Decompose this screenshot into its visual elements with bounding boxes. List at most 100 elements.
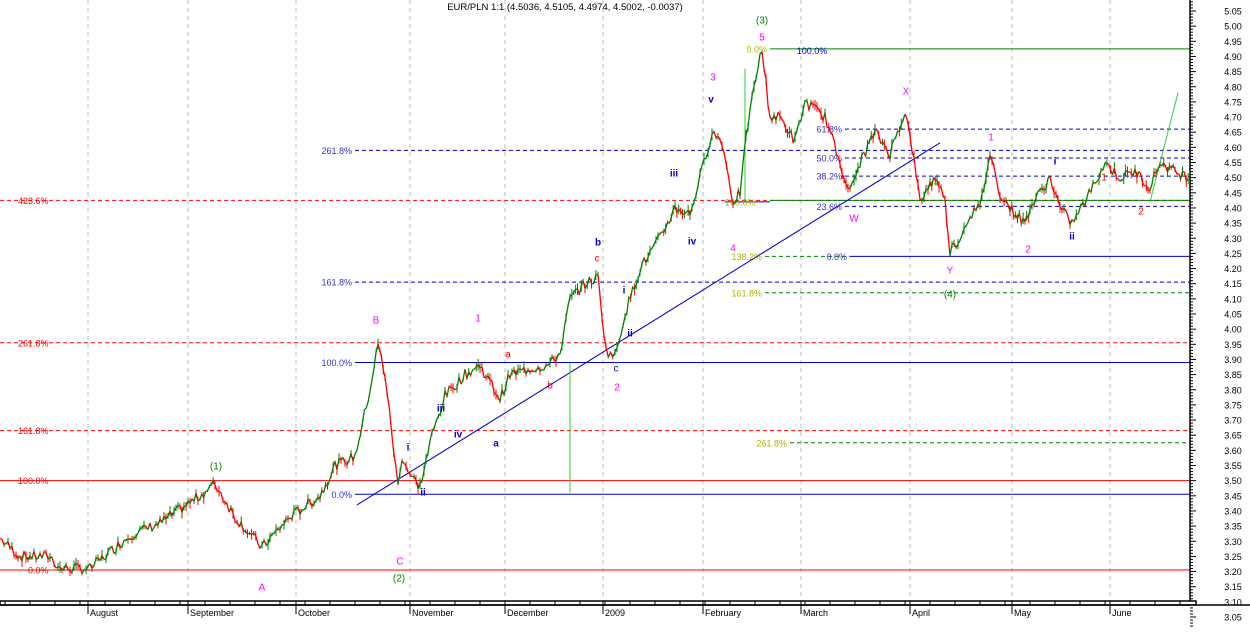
y-tick-label: 4.10 bbox=[1224, 294, 1242, 304]
month-label: September bbox=[190, 608, 234, 618]
fib-level-label: 100.0% bbox=[725, 197, 756, 207]
fib-level-label: 100.0% bbox=[18, 476, 49, 486]
fib-level-label: 0.0% bbox=[826, 252, 847, 262]
y-tick-label: 4.05 bbox=[1224, 310, 1242, 320]
wave-label: iii bbox=[670, 169, 679, 180]
y-tick-label: 4.80 bbox=[1224, 82, 1242, 92]
price-bar-down bbox=[835, 153, 839, 158]
fib-level-label: 161.8% bbox=[321, 278, 352, 288]
wave-label: X bbox=[903, 86, 910, 97]
wave-label: (3) bbox=[756, 16, 768, 27]
fib-level-label: 261.8% bbox=[756, 438, 787, 448]
fib-level-label: 100.0% bbox=[321, 358, 352, 368]
y-tick-label: 4.55 bbox=[1224, 158, 1242, 168]
y-tick-label: 3.95 bbox=[1224, 340, 1242, 350]
price-bar-up bbox=[586, 277, 590, 286]
wave-label: iv bbox=[688, 236, 697, 247]
price-bar-up bbox=[739, 172, 743, 197]
price-bar-up bbox=[121, 540, 125, 547]
y-tick-label: 4.50 bbox=[1224, 173, 1242, 183]
wave-label: iv bbox=[454, 429, 463, 440]
month-label: March bbox=[803, 608, 828, 618]
month-label: May bbox=[1014, 608, 1032, 618]
y-tick-label: 3.45 bbox=[1224, 491, 1242, 501]
price-bar-down bbox=[226, 503, 230, 513]
month-label: April bbox=[912, 608, 930, 618]
price-bar-up bbox=[369, 380, 373, 392]
fib-level-label: 50.0% bbox=[816, 153, 842, 163]
price-bar-down bbox=[1141, 182, 1145, 187]
price-bar-down bbox=[405, 465, 409, 473]
wave-label: 2 bbox=[1025, 244, 1031, 255]
y-tick-label: 4.65 bbox=[1224, 128, 1242, 138]
fib-level-label: 423.6% bbox=[18, 196, 49, 206]
month-label: December bbox=[507, 608, 549, 618]
chart-title: EUR/PLN 1:1 (4.5036, 4.5105, 4.4974, 4.5… bbox=[447, 2, 683, 13]
price-bar-down bbox=[401, 460, 405, 464]
wave-label: C bbox=[396, 556, 403, 567]
wave-label: W bbox=[849, 213, 859, 224]
price-bar-down bbox=[481, 366, 485, 378]
y-tick-label: 4.40 bbox=[1224, 203, 1242, 213]
price-bar-up bbox=[356, 441, 360, 451]
price-bar-down bbox=[601, 318, 605, 336]
price-bar-up bbox=[1136, 171, 1140, 178]
y-tick-label: 3.65 bbox=[1224, 431, 1242, 441]
wave-label: i bbox=[1054, 156, 1057, 167]
price-bar-up bbox=[365, 401, 369, 409]
y-tick-label: 3.20 bbox=[1224, 567, 1242, 577]
price-bar-down bbox=[824, 112, 828, 128]
price-bar-up bbox=[1094, 181, 1098, 184]
price-bar-down bbox=[409, 474, 413, 477]
price-bar-down bbox=[111, 546, 115, 554]
y-tick-label: 4.75 bbox=[1224, 97, 1242, 107]
y-tick-label: 3.70 bbox=[1224, 416, 1242, 426]
fibonacci-levels: 100.0%161.8%261.8%423.6%0.0%0.0%100.0%16… bbox=[0, 44, 1190, 576]
price-bar-up bbox=[472, 368, 475, 371]
wave-label: B bbox=[373, 316, 380, 327]
price-bar-up bbox=[135, 532, 139, 538]
price-bar-up bbox=[775, 112, 779, 121]
price-bar-up bbox=[859, 153, 863, 168]
price-bar-up bbox=[891, 139, 895, 145]
y-tick-label: 3.05 bbox=[1224, 613, 1242, 623]
price-bar-down bbox=[384, 377, 388, 395]
y-tick-label: 4.00 bbox=[1224, 325, 1242, 335]
y-tick-label: 4.70 bbox=[1224, 113, 1242, 123]
y-tick-label: 4.30 bbox=[1224, 234, 1242, 244]
wave-label: 2 bbox=[614, 383, 620, 394]
fib-level-label: 38.2% bbox=[816, 172, 842, 182]
wave-label: ii bbox=[420, 487, 426, 498]
price-bar-down bbox=[831, 134, 835, 142]
price-bar-down bbox=[1049, 176, 1053, 187]
month-gridlines bbox=[87, 0, 1111, 601]
wave-label: i bbox=[623, 286, 626, 297]
price-bar-down bbox=[779, 115, 783, 120]
y-tick-label: 4.95 bbox=[1224, 37, 1242, 47]
y-tick-label: 3.40 bbox=[1224, 506, 1242, 516]
fib-level-label: 0.0% bbox=[331, 490, 352, 500]
wave-label: (2) bbox=[393, 573, 405, 584]
price-bar-down bbox=[605, 346, 609, 358]
wave-label: (1) bbox=[210, 462, 222, 473]
price-bar-up bbox=[21, 551, 25, 562]
price-bar-up bbox=[367, 391, 371, 402]
wave-label: ii bbox=[627, 329, 633, 340]
y-tick-label: 4.20 bbox=[1224, 264, 1242, 274]
wave-label: a bbox=[505, 349, 511, 360]
price-bar-up bbox=[607, 351, 612, 358]
price-bar-down bbox=[255, 535, 259, 544]
price-bar-down bbox=[993, 166, 997, 178]
price-bar-up bbox=[433, 420, 437, 428]
y-tick-label: 3.55 bbox=[1224, 461, 1242, 471]
price-bar-down bbox=[833, 141, 837, 155]
price-bar-up bbox=[802, 100, 806, 111]
price-bar-down bbox=[917, 184, 921, 200]
price-bar-up bbox=[629, 287, 634, 299]
price-bar-up bbox=[755, 68, 759, 79]
price-bar-down bbox=[765, 79, 769, 106]
price-bar-down bbox=[386, 393, 390, 409]
price-bar-down bbox=[458, 376, 462, 385]
wave-label: 1 bbox=[475, 313, 481, 324]
